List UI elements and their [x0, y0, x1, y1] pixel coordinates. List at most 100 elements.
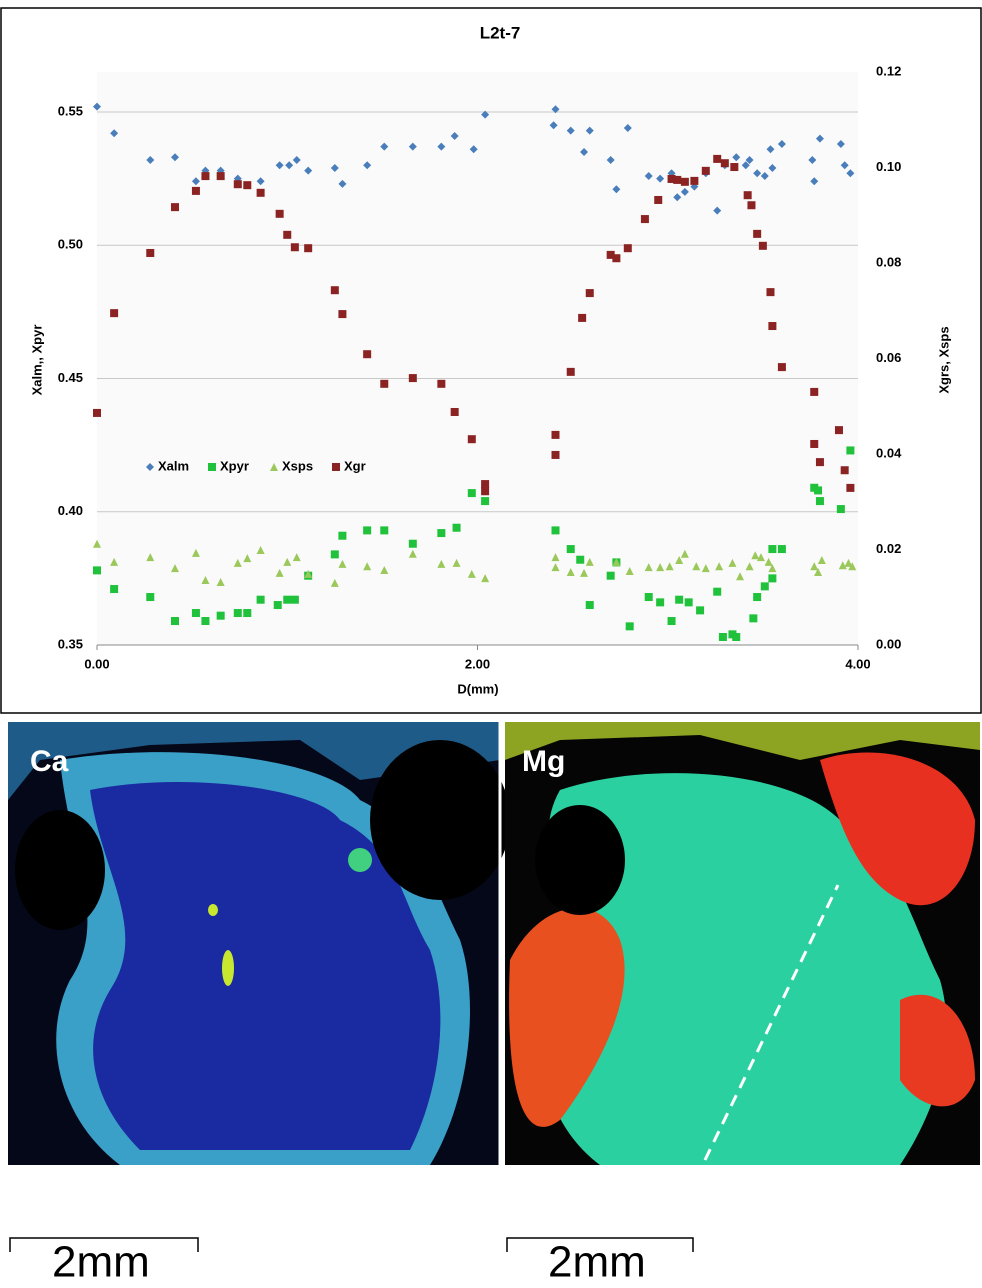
point	[233, 558, 242, 567]
point	[233, 609, 242, 618]
point	[743, 191, 752, 200]
panel-label: Ca	[30, 745, 69, 778]
point	[330, 550, 339, 559]
point	[815, 134, 824, 143]
point	[437, 142, 446, 151]
point	[283, 557, 292, 566]
point	[667, 617, 676, 626]
point	[450, 131, 459, 140]
point	[814, 567, 823, 576]
point	[810, 177, 819, 186]
point	[585, 601, 594, 610]
point	[753, 229, 762, 238]
point	[612, 185, 621, 194]
point	[110, 557, 119, 566]
point	[777, 363, 786, 372]
point	[680, 177, 689, 186]
point	[481, 110, 490, 119]
point	[585, 557, 594, 566]
point	[408, 549, 417, 558]
point	[201, 172, 210, 181]
point	[292, 553, 301, 562]
point	[551, 553, 560, 562]
point	[673, 175, 682, 184]
point	[110, 129, 119, 138]
point	[745, 562, 754, 571]
point	[191, 177, 200, 186]
point	[285, 161, 294, 170]
panel-mg	[505, 722, 980, 1165]
point	[810, 562, 819, 571]
point	[715, 562, 724, 571]
point	[551, 563, 560, 572]
point	[256, 177, 265, 186]
point	[690, 176, 699, 185]
point	[93, 102, 101, 111]
point	[675, 595, 684, 604]
point	[551, 526, 560, 535]
y2-tick-label: 0.08	[876, 254, 901, 269]
point	[675, 556, 684, 565]
point	[836, 505, 845, 514]
x-axis-label: D(mm)	[457, 681, 498, 696]
point	[640, 215, 649, 224]
point	[216, 172, 225, 181]
y-tick-label: 0.50	[58, 237, 83, 252]
point	[623, 123, 632, 132]
point	[728, 558, 737, 567]
point	[93, 539, 101, 548]
point	[625, 566, 634, 575]
point	[756, 553, 765, 562]
point	[146, 593, 155, 602]
point	[764, 557, 773, 566]
point	[408, 374, 417, 383]
point	[606, 250, 615, 259]
point	[741, 161, 750, 170]
point	[469, 145, 478, 154]
point	[846, 446, 855, 455]
point	[93, 408, 101, 417]
point	[467, 435, 476, 444]
point	[233, 180, 242, 189]
point	[408, 539, 417, 548]
point	[452, 558, 461, 567]
point	[338, 310, 347, 319]
point	[216, 611, 225, 620]
point	[777, 139, 786, 148]
legend-label: Xgr	[344, 458, 366, 473]
point	[680, 187, 689, 196]
point	[243, 609, 252, 618]
point	[338, 179, 347, 188]
point	[644, 563, 653, 572]
point	[768, 564, 777, 573]
point	[566, 567, 575, 576]
point	[408, 142, 417, 151]
point	[844, 558, 853, 567]
point	[146, 553, 155, 562]
scale-bar	[9, 1237, 199, 1252]
point	[606, 155, 615, 164]
point	[696, 606, 705, 615]
point	[580, 147, 589, 156]
point	[815, 458, 824, 467]
point	[146, 155, 155, 164]
y2-tick-label: 0.02	[876, 541, 901, 556]
point	[585, 289, 594, 298]
point	[753, 593, 762, 602]
legend-marker	[270, 463, 278, 471]
point	[808, 155, 817, 164]
y-tick-label: 0.40	[58, 503, 83, 518]
point	[304, 569, 313, 578]
point	[580, 568, 589, 577]
point	[549, 121, 558, 130]
point	[275, 209, 284, 218]
panel-ca	[8, 722, 510, 1165]
point	[656, 174, 665, 183]
point	[380, 526, 389, 535]
legend-marker	[332, 463, 340, 471]
point	[766, 288, 775, 297]
point	[817, 556, 826, 565]
point	[815, 497, 824, 506]
point	[243, 181, 252, 190]
point	[330, 578, 339, 587]
